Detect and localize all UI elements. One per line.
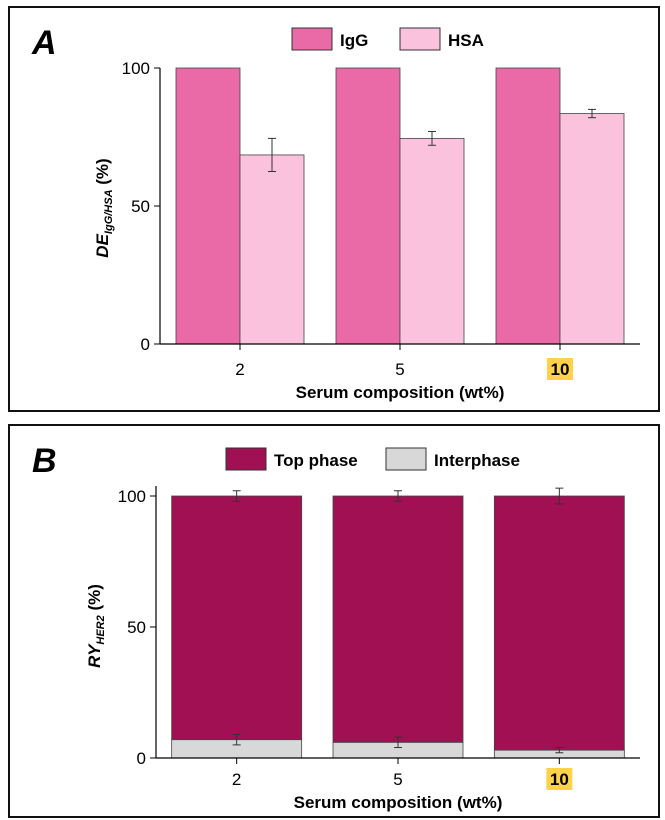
legend-label-top-phase: Top phase [274, 451, 358, 470]
plot-area-b [171, 487, 625, 759]
legend-label-igg: IgG [340, 31, 368, 50]
legend-label-hsa: HSA [448, 31, 484, 50]
y-tick-label-100: 100 [122, 59, 150, 78]
y-ticks-a: 0 50 100 [122, 59, 160, 354]
x-tick-label-2: 2 [232, 770, 241, 789]
x-ticks-a: 2 5 10 [235, 344, 573, 380]
panel-a: A IgG HSA 0 50 100 2 5 10 DEIgG/HSA (%) Seru… [8, 6, 660, 412]
legend-label-interphase: Interphase [434, 451, 520, 470]
legend-a: IgG HSA [291, 27, 484, 51]
y-tick-label-50: 50 [131, 197, 150, 216]
bar-hsa-2 [239, 154, 305, 345]
bar-igg-5 [335, 67, 401, 345]
legend-swatch-hsa [399, 27, 441, 51]
bar-hsa-5 [399, 137, 465, 345]
panel-label-b: B [32, 442, 57, 480]
bar-top-phase-5 [332, 495, 464, 743]
y-axis-title-sub-b: HER2 [95, 615, 107, 644]
chart-b: B Top phase Interphase 0 50 100 2 5 10 RYHER… [32, 442, 640, 812]
x-tick-label-10: 10 [550, 770, 569, 789]
legend-swatch-top-phase [225, 447, 267, 471]
chart-a: A IgG HSA 0 50 100 2 5 10 DEIgG/HSA (%) Seru… [31, 24, 640, 402]
legend-swatch-igg [291, 27, 333, 51]
panel-label-a: A [31, 24, 57, 62]
legend-b: Top phase Interphase [225, 447, 520, 471]
y-tick-label-50: 50 [127, 618, 146, 637]
y-axis-title-main-a: DE [93, 233, 112, 257]
x-tick-label-5: 5 [395, 360, 404, 379]
bar-hsa-10 [559, 113, 625, 345]
plot-area-a [175, 67, 625, 345]
y-axis-title-unit-b: (%) [85, 584, 104, 615]
x-ticks-b: 2 5 10 [232, 758, 573, 790]
y-tick-label-100: 100 [118, 487, 146, 506]
bar-top-phase-2 [171, 495, 303, 741]
x-tick-label-10: 10 [551, 360, 570, 379]
y-axis-title-unit-a: (%) [93, 158, 112, 189]
y-tick-label-0: 0 [141, 335, 150, 354]
y-ticks-b: 0 50 100 [118, 487, 156, 768]
y-axis-title-a: DEIgG/HSA (%) [93, 158, 115, 257]
x-tick-highlight-10 [547, 358, 573, 380]
x-axis-title-a: Serum composition (wt%) [296, 383, 505, 402]
bar-igg-10 [495, 67, 561, 345]
y-axis-title-b: RYHER2 (%) [85, 584, 107, 668]
y-tick-label-0: 0 [137, 749, 146, 768]
bar-igg-2 [175, 67, 241, 345]
y-axis-title-main-b: RY [85, 643, 104, 668]
y-axis-title-sub-a: IgG/HSA [103, 189, 115, 234]
panel-b: B Top phase Interphase 0 50 100 2 5 10 RYHER… [8, 424, 660, 818]
bar-top-phase-10 [493, 495, 625, 751]
x-tick-label-2: 2 [235, 360, 244, 379]
x-tick-highlight-10 [546, 768, 573, 790]
legend-swatch-interphase [385, 447, 427, 471]
x-axis-title-b: Serum composition (wt%) [294, 793, 503, 812]
x-tick-label-5: 5 [393, 770, 402, 789]
